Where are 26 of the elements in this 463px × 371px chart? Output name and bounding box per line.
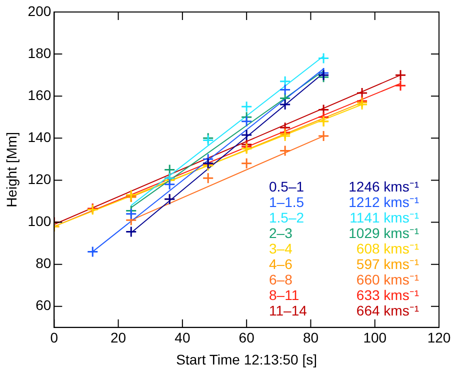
x-tick-label: 20: [110, 330, 126, 346]
text: 11–14 664 kms⁻¹: [269, 302, 419, 318]
x-tick-label: 100: [363, 330, 387, 346]
y-tick-label: 160: [28, 86, 52, 103]
y-axis-title: Height [Mm]: [3, 132, 20, 208]
y-tick-label: 180: [28, 44, 52, 61]
y-tick-label: 140: [28, 129, 52, 146]
text: 8–11 633 kms⁻¹: [269, 286, 419, 303]
x-tick-label: 0: [50, 330, 58, 346]
y-tick-label: 100: [28, 213, 52, 230]
x-tick-label: 120: [427, 330, 451, 346]
text: 3–4 608 kms⁻¹: [269, 240, 419, 256]
text: 4–6 597 kms⁻¹: [269, 256, 419, 272]
x-tick-label: 80: [302, 330, 319, 346]
text: 0.5–1 1246 kms⁻¹: [269, 178, 419, 194]
y-tick-label: 60: [36, 297, 52, 314]
x-tick-label: 40: [174, 330, 190, 346]
text: 6–8 660 kms⁻¹: [269, 271, 419, 288]
text: 1–1.5 1212 kms⁻¹: [269, 194, 419, 210]
x-axis-title: Start Time 12:13:50 [s]: [176, 351, 318, 368]
y-tick-label: 120: [28, 171, 52, 188]
text: 1.5–2 1141 kms⁻¹: [269, 209, 419, 226]
text: 2–3 1029 kms⁻¹: [269, 224, 419, 241]
y-tick-label: 200: [28, 2, 52, 19]
x-tick-label: 60: [238, 330, 255, 346]
y-tick-label: 80: [36, 255, 52, 272]
